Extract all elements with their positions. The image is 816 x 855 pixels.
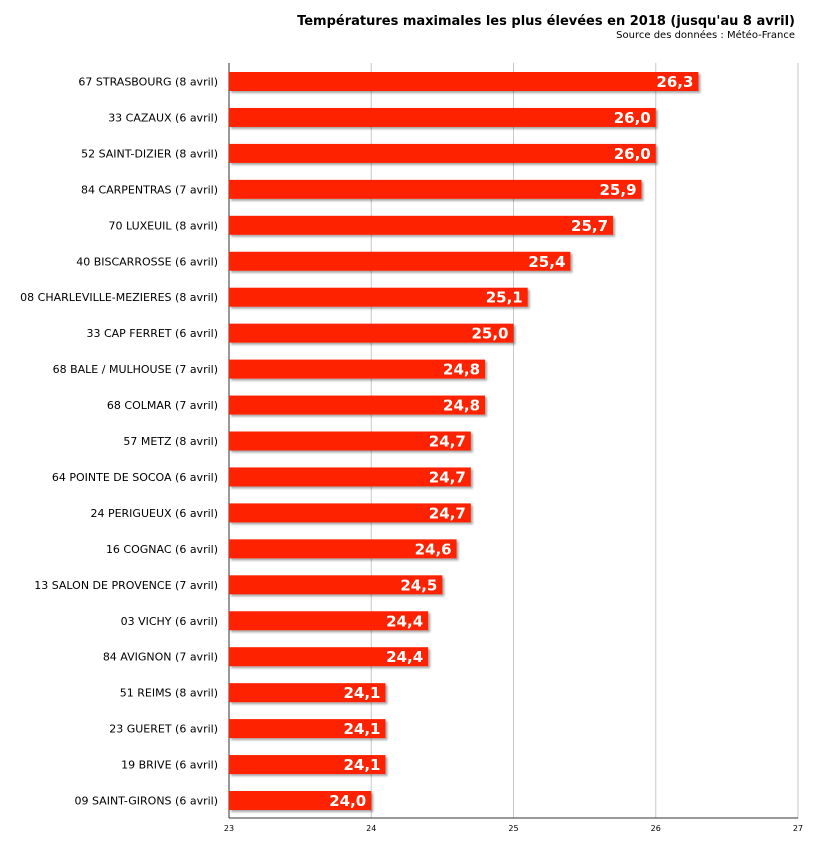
data-label: 24,4	[386, 612, 423, 630]
category-label: 40 BISCARROSSE (6 avril)	[76, 255, 218, 268]
data-label: 24,7	[429, 468, 466, 486]
category-label: 84 AVIGNON (7 avril)	[103, 651, 218, 664]
data-label: 24,1	[343, 684, 380, 702]
x-tick-label: 25	[508, 824, 518, 833]
category-label: 68 BALE / MULHOUSE (7 avril)	[53, 363, 218, 376]
bar	[229, 791, 372, 810]
bar	[229, 647, 429, 667]
bar	[229, 323, 514, 343]
bar	[229, 467, 471, 487]
x-tick-label: 26	[651, 824, 661, 833]
bar	[229, 287, 528, 307]
bar	[229, 143, 656, 163]
bar	[229, 755, 386, 775]
data-label: 26,0	[614, 145, 651, 163]
data-label: 24,8	[443, 397, 480, 415]
category-label: 51 REIMS (8 avril)	[120, 687, 218, 700]
category-label: 84 CARPENTRAS (7 avril)	[81, 183, 218, 196]
bar	[229, 395, 486, 415]
data-label: 24,8	[443, 361, 480, 379]
bar	[229, 251, 571, 271]
category-label: 52 SAINT-DIZIER (8 avril)	[81, 147, 218, 160]
category-label: 08 CHARLEVILLE-MEZIERES (8 avril)	[20, 291, 218, 304]
category-label: 70 LUXEUIL (8 avril)	[109, 219, 219, 232]
x-tick-label: 24	[366, 824, 376, 833]
category-label: 67 STRASBOURG (8 avril)	[78, 76, 218, 89]
data-label: 24,4	[386, 648, 423, 666]
bar	[229, 431, 471, 451]
chart-source: Source des données : Météo-France	[616, 30, 795, 41]
bar	[229, 359, 486, 379]
category-label: 33 CAP FERRET (6 avril)	[86, 327, 218, 340]
bar	[229, 215, 614, 235]
data-label: 24,6	[415, 540, 452, 558]
category-label: 33 CAZAUX (6 avril)	[108, 111, 218, 124]
bar	[229, 72, 699, 91]
category-label: 03 VICHY (6 avril)	[121, 615, 218, 628]
category-label: 57 METZ (8 avril)	[123, 435, 218, 448]
bar	[229, 503, 471, 523]
data-label: 25,4	[528, 253, 565, 271]
data-label: 24,0	[329, 792, 366, 810]
bar	[229, 683, 386, 703]
data-label: 24,7	[429, 433, 466, 451]
bar	[229, 107, 656, 127]
category-label: 16 COGNAC (6 avril)	[106, 543, 218, 556]
bar	[229, 719, 386, 739]
data-label: 25,9	[600, 181, 637, 199]
category-label: 24 PERIGUEUX (6 avril)	[90, 507, 218, 520]
x-tick-label: 23	[224, 824, 234, 833]
x-tick-label: 27	[793, 824, 803, 833]
category-label: 13 SALON DE PROVENCE (7 avril)	[34, 579, 218, 592]
data-label: 26,3	[656, 73, 693, 91]
data-label: 24,1	[343, 756, 380, 774]
data-label: 24,7	[429, 504, 466, 522]
data-label: 25,1	[486, 289, 523, 307]
category-label: 64 POINTE DE SOCOA (6 avril)	[52, 471, 218, 484]
data-label: 26,0	[614, 109, 651, 127]
chart-title: Températures maximales les plus élevées …	[297, 14, 795, 29]
data-label: 25,0	[471, 325, 508, 343]
data-label: 25,7	[571, 217, 608, 235]
category-label: 19 BRIVE (6 avril)	[121, 759, 218, 772]
bar	[229, 539, 457, 559]
category-label: 68 COLMAR (7 avril)	[107, 399, 218, 412]
category-label: 09 SAINT-GIRONS (6 avril)	[75, 795, 219, 808]
category-label: 23 GUERET (6 avril)	[109, 723, 218, 736]
data-label: 24,5	[400, 576, 437, 594]
bar	[229, 575, 443, 595]
bar	[229, 611, 429, 631]
data-label: 24,1	[343, 720, 380, 738]
bar	[229, 179, 642, 199]
